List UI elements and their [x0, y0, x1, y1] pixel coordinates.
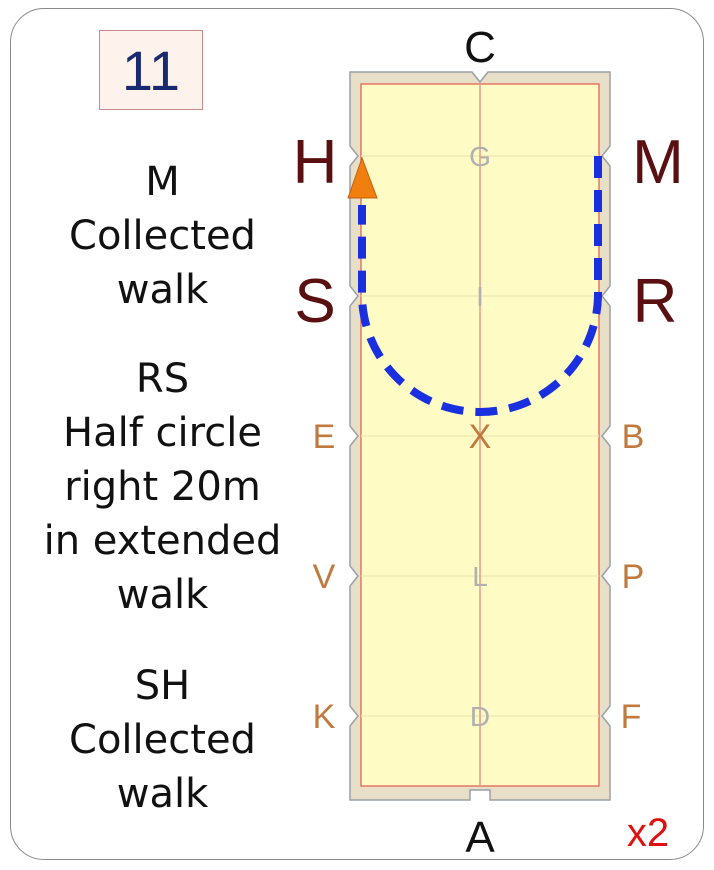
center-letter-x: X: [469, 418, 492, 456]
letter-s: S: [294, 267, 335, 336]
letter-k: K: [313, 698, 336, 736]
instruction-line: SH: [134, 663, 191, 709]
letter-f: F: [621, 698, 642, 736]
instruction-block-2: RS Half circle right 20m in extended wal…: [20, 352, 305, 622]
center-letter-g: G: [469, 141, 491, 172]
instruction-line: M: [145, 159, 180, 205]
letter-a: A: [465, 813, 495, 862]
instruction-block-3: SH Collected walk: [20, 659, 305, 821]
instruction-line: Half circle: [63, 410, 262, 456]
instruction-line: Collected: [69, 213, 256, 259]
repeat-count: x2: [627, 811, 669, 855]
center-letter-i: I: [476, 281, 484, 312]
letter-p: P: [622, 558, 645, 596]
center-letter-d: D: [470, 701, 490, 732]
letter-b: B: [622, 418, 645, 456]
test-number: 11: [121, 38, 181, 102]
instruction-line: RS: [135, 356, 190, 402]
instruction-line: walk: [116, 771, 209, 817]
letter-c: C: [464, 23, 496, 72]
instruction-line: right 20m: [64, 464, 261, 510]
direction-arrow-icon: [347, 156, 378, 199]
test-number-box: 11: [99, 30, 203, 110]
instruction-line: Collected: [69, 717, 256, 763]
letter-h: H: [293, 128, 338, 197]
letter-r: R: [633, 267, 678, 336]
instruction-line: walk: [116, 267, 209, 313]
letter-m: M: [632, 128, 684, 197]
letter-v: V: [313, 558, 336, 596]
letter-e: E: [313, 418, 336, 456]
instruction-block-1: M Collected walk: [20, 155, 305, 317]
movement-path: [358, 156, 602, 417]
instruction-line: walk: [116, 572, 209, 618]
instruction-line: in extended: [43, 518, 282, 564]
center-letter-l: L: [472, 561, 488, 592]
